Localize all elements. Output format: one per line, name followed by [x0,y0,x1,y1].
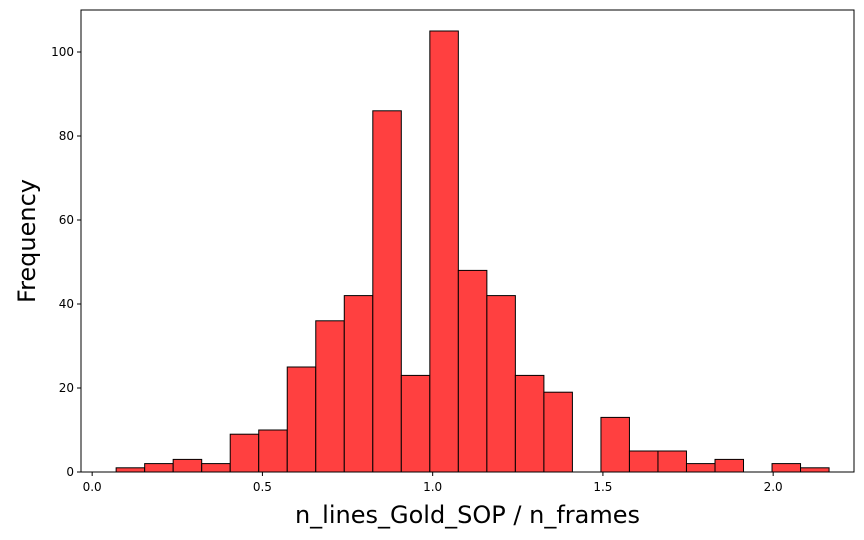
y-tick-label: 20 [59,381,74,395]
histogram-bar [372,110,402,473]
histogram-bar [201,463,231,473]
histogram-bar [229,433,260,473]
y-axis-ticks: 0 20 40 60 80 100 [51,45,81,479]
x-tick-label: 0.5 [253,480,272,494]
histogram-bar [343,295,374,473]
histogram-bar [115,467,146,473]
histogram-bar [315,320,345,473]
histogram-bar [800,467,830,473]
plot-frame [80,9,855,473]
y-tick-label: 80 [59,129,74,143]
x-tick-label: 0.0 [83,480,102,494]
y-tick-label: 100 [51,45,74,59]
histogram-bar [258,429,288,473]
y-tick-label: 40 [59,297,74,311]
histogram-bar [771,463,802,473]
x-tick-label: 2.0 [764,480,783,494]
x-tick-label: 1.0 [423,480,442,494]
histogram-bar [514,374,545,473]
x-tick-label: 1.5 [593,480,612,494]
x-axis-title: n_lines_Gold_SOP / n_frames [295,501,640,529]
histogram-bar [657,450,687,473]
histogram-bar [628,450,659,473]
histogram-bar [543,391,573,473]
histogram-bar [486,295,516,473]
histogram-bar [429,30,459,473]
histogram-bar [172,458,203,473]
histogram-bar [144,463,174,473]
y-tick-label: 60 [59,213,74,227]
histogram-bar [457,269,488,473]
histogram-bar [600,416,630,473]
histogram-bar [286,366,317,473]
histogram-bars [115,30,830,473]
y-tick-label: 0 [66,465,74,479]
histogram-bar [400,374,431,473]
y-axis-title: Frequency [13,179,41,303]
histogram-bar [685,463,716,473]
x-axis-ticks: 0.0 0.5 1.0 1.5 2.0 [83,472,783,494]
histogram-bar [714,458,745,473]
